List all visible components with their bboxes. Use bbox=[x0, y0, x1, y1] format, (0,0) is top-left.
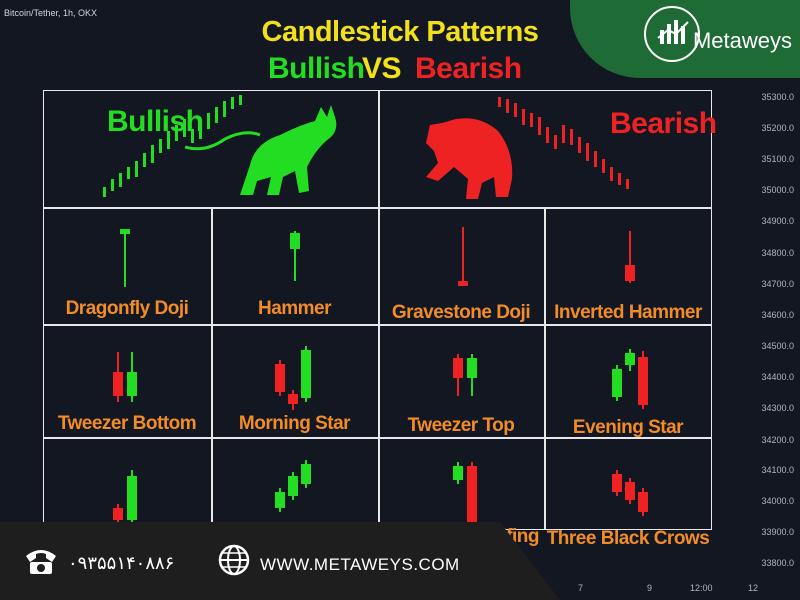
price-tick: 33900.0 bbox=[761, 527, 794, 537]
tweezer-top-candles bbox=[453, 354, 477, 396]
price-tick: 34400.0 bbox=[761, 372, 794, 382]
footer-phone[interactable]: ۰۹۳۵۵۱۴۰۸۸۶ bbox=[68, 553, 175, 573]
price-tick: 34900.0 bbox=[761, 216, 794, 226]
label-three-black-crows: Three Black Crows bbox=[546, 528, 710, 549]
phone-icon bbox=[26, 550, 56, 574]
price-tick: 34600.0 bbox=[761, 310, 794, 320]
subtitle-vs: VS bbox=[362, 52, 402, 85]
footer-website[interactable]: WWW.METAWEYS.COM bbox=[260, 555, 460, 574]
price-tick: 34700.0 bbox=[761, 279, 794, 289]
page-title: Candlestick Patterns bbox=[261, 16, 539, 48]
time-tick: 9 bbox=[647, 583, 653, 593]
price-tick: 33800.0 bbox=[761, 558, 794, 568]
label-dragonfly-doji: Dragonfly Doji bbox=[65, 298, 189, 319]
price-tick: 34500.0 bbox=[761, 341, 794, 351]
price-tick: 35300.0 bbox=[761, 92, 794, 102]
bearish-engulfing-candles bbox=[453, 462, 477, 528]
price-tick: 34300.0 bbox=[761, 403, 794, 413]
time-tick: 7 bbox=[578, 583, 584, 593]
label-hammer: Hammer bbox=[257, 298, 332, 319]
price-tick: 34000.0 bbox=[761, 496, 794, 506]
hammer-candle bbox=[290, 231, 300, 281]
price-axis: 35300.0 35200.0 35100.0 35000.0 34900.0 … bbox=[752, 80, 800, 580]
label-evening-star: Evening Star bbox=[572, 417, 684, 438]
grid-divider bbox=[43, 207, 712, 209]
price-tick: 35000.0 bbox=[761, 185, 794, 195]
banner-bullish: Bullish bbox=[107, 105, 204, 138]
subtitle-bearish: Bearish bbox=[415, 52, 522, 85]
footer-bar bbox=[0, 522, 560, 600]
banner-bearish: Bearish bbox=[610, 107, 717, 140]
time-tick: 12:00 bbox=[690, 583, 713, 593]
price-tick: 35200.0 bbox=[761, 123, 794, 133]
tweezer-bottom-candles bbox=[113, 352, 137, 402]
price-tick: 35100.0 bbox=[761, 154, 794, 164]
price-tick: 34200.0 bbox=[761, 435, 794, 445]
label-morning-star: Morning Star bbox=[238, 413, 351, 434]
three-black-crows-candles bbox=[612, 470, 648, 516]
label-tweezer-bottom: Tweezer Bottom bbox=[57, 413, 197, 434]
morning-star-candles bbox=[275, 346, 311, 410]
inverted-hammer-candle bbox=[625, 231, 635, 283]
time-tick: 12 bbox=[748, 583, 759, 593]
price-tick: 34800.0 bbox=[761, 248, 794, 258]
label-gravestone-doji: Gravestone Doji bbox=[391, 302, 531, 323]
gravestone-doji-candle bbox=[458, 227, 468, 286]
subtitle-bullish: Bullish bbox=[268, 52, 365, 85]
grid-divider bbox=[544, 207, 546, 530]
label-inverted-hammer: Inverted Hammer bbox=[554, 302, 702, 323]
logo-icon bbox=[644, 6, 700, 62]
brand-name: Metaweys bbox=[692, 28, 792, 53]
bear-icon bbox=[426, 97, 629, 199]
grid-divider bbox=[211, 207, 213, 530]
label-tweezer-top: Tweezer Top bbox=[407, 415, 515, 436]
grid-divider bbox=[378, 90, 380, 530]
chart-header: Bitcoin/Tether, 1h, OKX bbox=[4, 8, 98, 18]
three-white-soldiers-candles bbox=[275, 460, 311, 512]
price-tick: 34100.0 bbox=[761, 465, 794, 475]
grid-divider bbox=[43, 437, 712, 439]
evening-star-candles bbox=[612, 349, 648, 409]
bullish-engulfing-candles bbox=[113, 470, 137, 522]
bull-icon bbox=[103, 95, 337, 197]
dragonfly-doji-candle bbox=[120, 229, 130, 287]
globe-icon bbox=[218, 544, 250, 576]
grid-divider bbox=[43, 324, 712, 326]
